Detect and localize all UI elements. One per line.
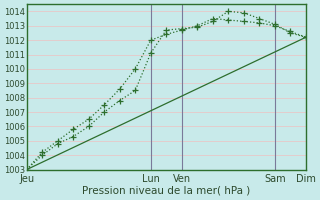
X-axis label: Pression niveau de la mer( hPa ): Pression niveau de la mer( hPa ): [82, 186, 251, 196]
